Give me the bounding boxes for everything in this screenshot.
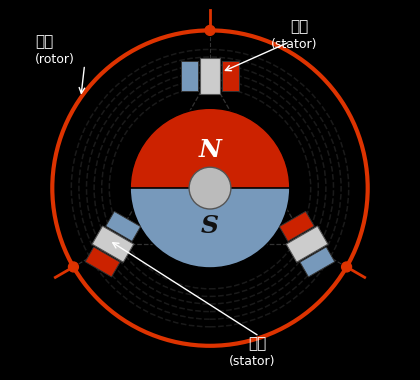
Text: 定子: 定子	[248, 336, 266, 351]
Circle shape	[341, 262, 352, 272]
Bar	[181, 61, 198, 91]
Bar	[92, 226, 134, 262]
Circle shape	[68, 262, 79, 272]
Text: 定子: 定子	[290, 19, 308, 34]
Text: (rotor): (rotor)	[35, 53, 75, 66]
Circle shape	[205, 25, 215, 35]
Bar	[279, 211, 314, 241]
Bar	[300, 247, 335, 277]
Bar	[222, 61, 239, 91]
Text: S: S	[201, 214, 219, 238]
Circle shape	[189, 167, 231, 209]
Text: (stator): (stator)	[271, 38, 317, 51]
Bar	[106, 211, 141, 241]
Text: 转子: 转子	[35, 34, 53, 49]
Text: (stator): (stator)	[229, 355, 276, 368]
Bar	[286, 226, 328, 262]
Wedge shape	[130, 188, 290, 268]
Wedge shape	[130, 108, 290, 188]
Text: N: N	[199, 138, 221, 162]
Bar	[85, 247, 120, 277]
Bar	[200, 58, 221, 94]
